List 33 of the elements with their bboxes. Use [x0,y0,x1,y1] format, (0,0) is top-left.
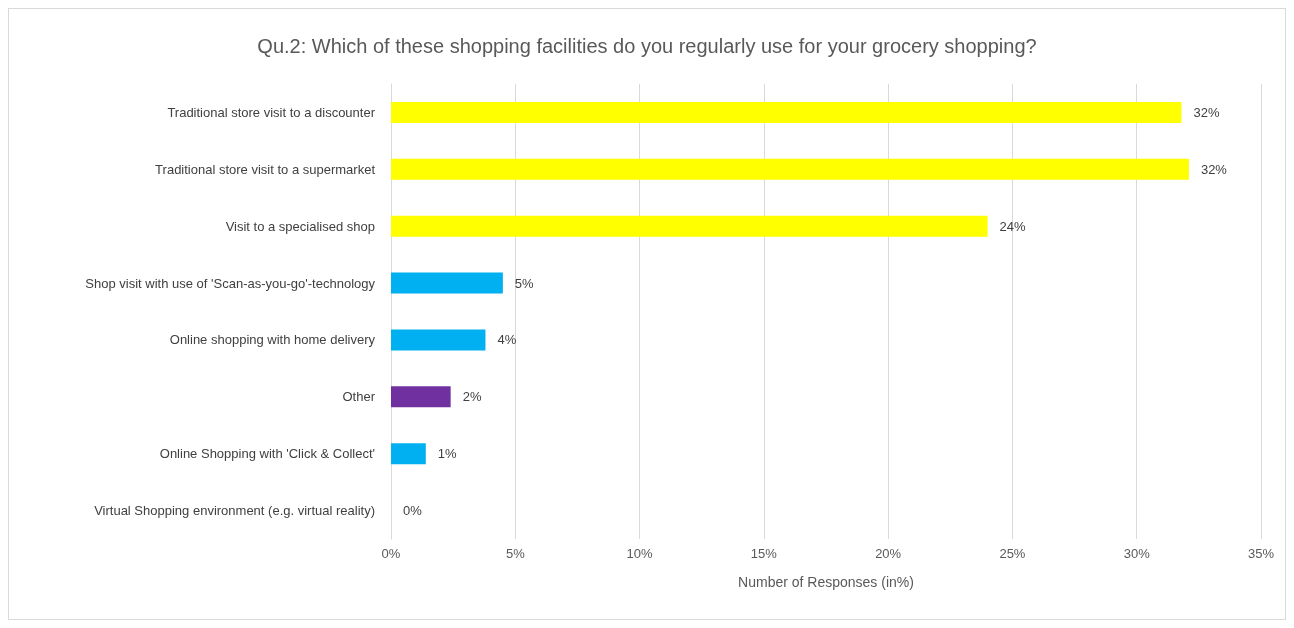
data-label: 5% [514,275,535,291]
x-tick-label: 30% [1123,546,1151,561]
y-tick-label: Online shopping with home delivery [169,332,376,348]
x-tick-label: 35% [1247,546,1275,561]
data-label: 32% [1200,161,1228,177]
bar [391,272,503,294]
y-tick-label: Shop visit with use of 'Scan-as-you-go'-technology [85,275,376,291]
y-tick-label: Virtual Shopping environment (e.g. virtual reality) [94,503,375,519]
bar [391,101,1182,123]
y-tick-label: Online Shopping with 'Click & Collect' [159,446,375,462]
bar [391,443,426,465]
bar [391,386,451,408]
data-label: 24% [999,218,1027,234]
y-tick-label: Traditional store visit to a discounter [167,104,376,120]
data-label: 2% [462,389,482,405]
x-tick-label: 15% [750,546,778,561]
x-axis-title: Number of Responses (in%) [738,574,914,590]
data-label: 1% [437,446,458,462]
data-label: 4% [497,332,517,348]
x-tick-label: 25% [999,546,1026,561]
y-tick-label: Other [342,389,376,405]
data-label: 0% [403,503,423,519]
x-tick-label: 5% [505,546,526,561]
x-tick-label: 10% [626,546,654,561]
bar [391,215,988,237]
data-label: 32% [1193,104,1220,120]
bar [391,329,486,351]
chart-title: Qu.2: Which of these shopping facilities do you regularly use for your grocery shopping? [257,35,1037,57]
y-tick-label: Visit to a specialised shop [225,218,375,234]
x-tick-label: 20% [875,546,902,561]
bar [391,158,1189,180]
y-tick-label: Traditional store visit to a supermarket [155,161,376,177]
x-tick-label: 0% [381,546,401,561]
